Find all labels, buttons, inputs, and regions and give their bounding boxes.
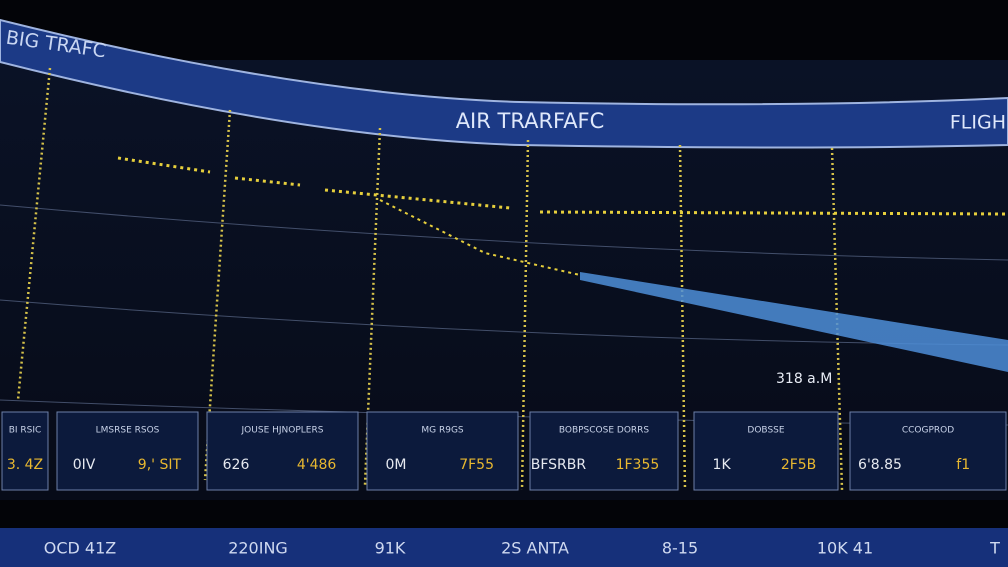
- info-panel: [693, 411, 839, 491]
- panel-label: DOBSSE: [747, 426, 784, 436]
- right-title: FLIGH: [950, 112, 1006, 134]
- footer-band: [0, 528, 1008, 567]
- info-panel: [366, 411, 519, 491]
- footer-item: 91K: [375, 539, 406, 558]
- panel-reading: 1K: [713, 457, 732, 473]
- info-panel: [849, 411, 1007, 491]
- panel-reading: 3. 4Z: [7, 457, 43, 473]
- panel-reading: 6'8.85: [858, 457, 902, 473]
- panel-reading: 4'486: [297, 457, 337, 473]
- panel-label: MG R9GS: [421, 426, 464, 436]
- panel-reading: 1F355: [616, 457, 660, 473]
- flight-track: [117, 156, 1008, 276]
- footer-item: 2S ANTA: [501, 539, 569, 558]
- dynamic-layer: BI RSIC 3. 4Z LMSRSE RSOS 0IV 9,' SIT JOUSE H…: [1, 411, 1007, 558]
- footer-item: 8-15: [662, 539, 698, 558]
- info-panel: [529, 411, 679, 491]
- panel-reading: 7F55: [459, 457, 494, 473]
- approach-wedge: [580, 272, 1008, 372]
- panel-label: BOBPSCOSE DORRS: [559, 426, 650, 436]
- footer-item: T: [989, 539, 1000, 558]
- info-panel: [56, 411, 199, 491]
- panel-label: BI RSIC: [9, 426, 42, 436]
- panel-reading: 2F5B: [781, 457, 816, 473]
- readout: 318 a.M: [776, 371, 832, 387]
- footer-item: 220ING: [228, 539, 288, 558]
- footer-item: 10K 41: [817, 539, 873, 558]
- info-panel: [1, 411, 49, 491]
- header-band: [0, 18, 1008, 149]
- panel-reading: f1: [956, 457, 970, 473]
- panel-reading: 626: [223, 457, 250, 473]
- panel-reading: BFSRBR: [531, 457, 587, 473]
- panel-reading: 0IV: [73, 457, 96, 473]
- panel-label: CCOGPROD: [902, 426, 954, 436]
- panel-reading: 9,' SIT: [138, 457, 182, 473]
- panel-label: JOUSE HJNOPLERS: [241, 426, 324, 436]
- center-title: AIR TRARFAFC: [456, 109, 605, 133]
- panel-label: LMSRSE RSOS: [96, 426, 160, 436]
- footer-item: OCD 41Z: [44, 539, 117, 558]
- panel-reading: 0M: [386, 457, 407, 473]
- info-panel: [206, 411, 359, 491]
